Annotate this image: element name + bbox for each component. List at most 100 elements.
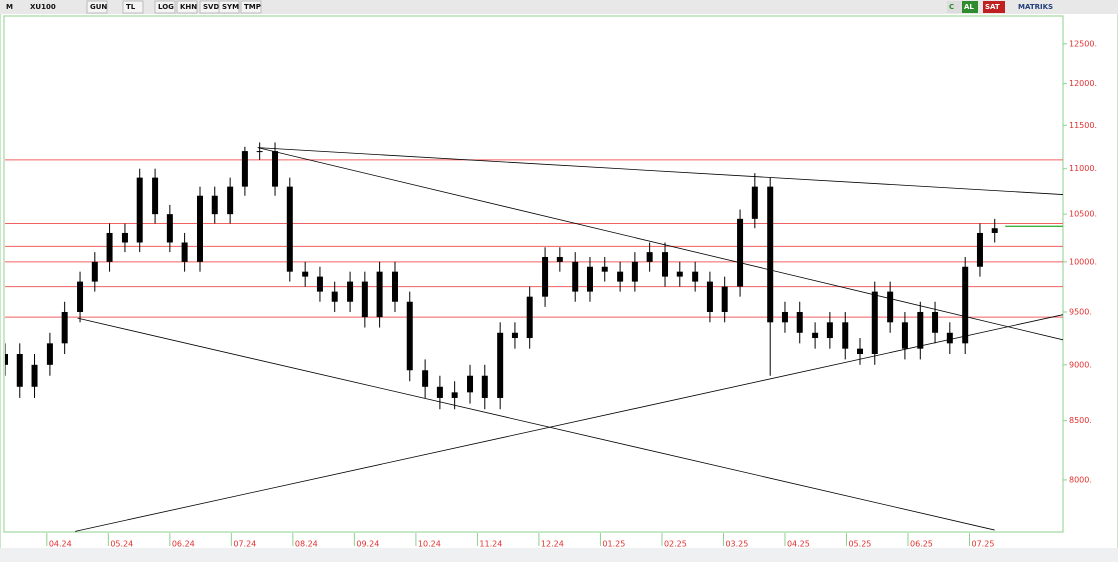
toolbar-button-label[interactable]: GUN <box>90 3 107 11</box>
toolbar-button-label[interactable]: SAT <box>985 3 1000 11</box>
candle-body <box>376 271 383 318</box>
candle-body <box>286 186 293 272</box>
toolbar-button-label[interactable]: KHN <box>180 3 197 11</box>
candle-body <box>721 286 728 312</box>
candle-body <box>302 271 309 277</box>
candle-body <box>887 291 894 323</box>
candle-body <box>196 195 203 262</box>
toolbar-button[interactable] <box>218 0 240 14</box>
toolbar-button[interactable] <box>154 0 176 14</box>
candle-body <box>481 375 488 398</box>
candle-body <box>497 332 504 398</box>
y-tick-label: 8000. <box>1069 475 1092 484</box>
candle-body <box>946 332 953 344</box>
candle-body <box>106 232 113 262</box>
y-tick-label: 12000. <box>1069 79 1097 88</box>
trend-line <box>77 317 995 531</box>
candle-body <box>556 256 563 262</box>
candle-body <box>692 271 699 282</box>
candle-body <box>406 301 413 371</box>
candle-body <box>422 370 429 387</box>
candle-body <box>526 296 533 339</box>
toolbar-button-label[interactable]: SYM <box>222 3 239 11</box>
candle-body <box>256 151 263 153</box>
candle-body <box>662 252 669 277</box>
y-tick-label: 9000. <box>1069 360 1092 369</box>
logo: M <box>6 3 13 11</box>
x-tick-label: 08.24 <box>295 540 318 549</box>
toolbar-button[interactable] <box>176 0 198 14</box>
toolbar-button-label[interactable]: AL <box>964 3 974 11</box>
candle-body <box>962 266 969 344</box>
toolbar-button[interactable] <box>240 0 262 14</box>
toolbar-button[interactable] <box>86 0 108 14</box>
candle-body <box>347 281 354 302</box>
candle-body <box>152 177 159 215</box>
x-tick-label: 10.24 <box>418 540 441 549</box>
toolbar-button[interactable] <box>962 1 978 13</box>
y-tick-label: 11000. <box>1069 164 1097 173</box>
y-tick-label: 12500. <box>1069 39 1097 48</box>
trend-line <box>257 147 1063 195</box>
candle-body <box>136 177 143 243</box>
x-tick-label: 12.24 <box>541 540 564 549</box>
y-tick-label: 8500. <box>1069 416 1092 425</box>
candle-body <box>901 322 908 349</box>
x-tick-label: 07.25 <box>972 540 995 549</box>
candle-body <box>871 291 878 355</box>
candle-body <box>316 276 323 292</box>
candle-body <box>601 266 608 272</box>
candle-body <box>511 332 518 339</box>
symbol[interactable]: XU100 <box>30 3 56 11</box>
candle-body <box>227 186 234 215</box>
candle-body <box>31 364 38 387</box>
toolbar-button[interactable] <box>122 0 144 14</box>
candle-body <box>391 271 398 302</box>
candle-body <box>917 311 924 349</box>
toolbar-button-label[interactable]: LOG <box>158 3 174 11</box>
y-tick-label: 11500. <box>1069 121 1097 130</box>
candle-body <box>542 256 549 297</box>
toolbar-button[interactable] <box>947 1 963 13</box>
toolbar-button-label[interactable]: TMP <box>244 3 261 11</box>
candle-body <box>5 354 8 365</box>
toolbar <box>0 0 1118 14</box>
candle-body <box>272 151 279 187</box>
candle-body <box>77 281 84 312</box>
candle-body <box>676 271 683 277</box>
candle-body <box>46 343 53 365</box>
candle-body <box>812 332 819 339</box>
x-tick-label: 02.25 <box>664 540 687 549</box>
candle-body <box>121 232 128 243</box>
candle-body <box>826 322 833 339</box>
candle-body <box>451 392 458 398</box>
candle-body <box>91 261 98 282</box>
x-tick-label: 04.24 <box>49 540 72 549</box>
candle-body <box>572 261 579 292</box>
candle-body <box>331 291 338 302</box>
trend-line <box>257 147 1063 341</box>
x-tick-label: 06.25 <box>910 540 933 549</box>
candle-body <box>751 186 758 219</box>
toolbar-button[interactable] <box>1016 1 1066 13</box>
candle-body <box>781 311 788 323</box>
toolbar-button-label[interactable]: SVD <box>203 3 219 11</box>
candle-body <box>842 322 849 349</box>
trend-line <box>75 314 1063 532</box>
toolbar-button-label[interactable]: TL <box>126 3 136 11</box>
x-tick-label: 03.25 <box>725 540 748 549</box>
x-tick-label: 06.24 <box>172 540 195 549</box>
candle-body <box>796 311 803 333</box>
x-tick-label: 05.24 <box>110 540 133 549</box>
x-tick-label: 01.25 <box>602 540 625 549</box>
candle-body <box>241 151 248 187</box>
plot <box>5 142 1063 532</box>
candle-body <box>361 281 368 318</box>
scrollbar[interactable] <box>0 548 1118 562</box>
x-tick-label: 07.24 <box>233 540 256 549</box>
toolbar-button-label[interactable]: C <box>949 3 954 11</box>
x-tick-label: 09.24 <box>356 540 379 549</box>
candle-body <box>436 386 443 398</box>
toolbar-button-label[interactable]: MATRIKS <box>1018 3 1053 11</box>
toolbar-button[interactable] <box>983 1 1005 13</box>
